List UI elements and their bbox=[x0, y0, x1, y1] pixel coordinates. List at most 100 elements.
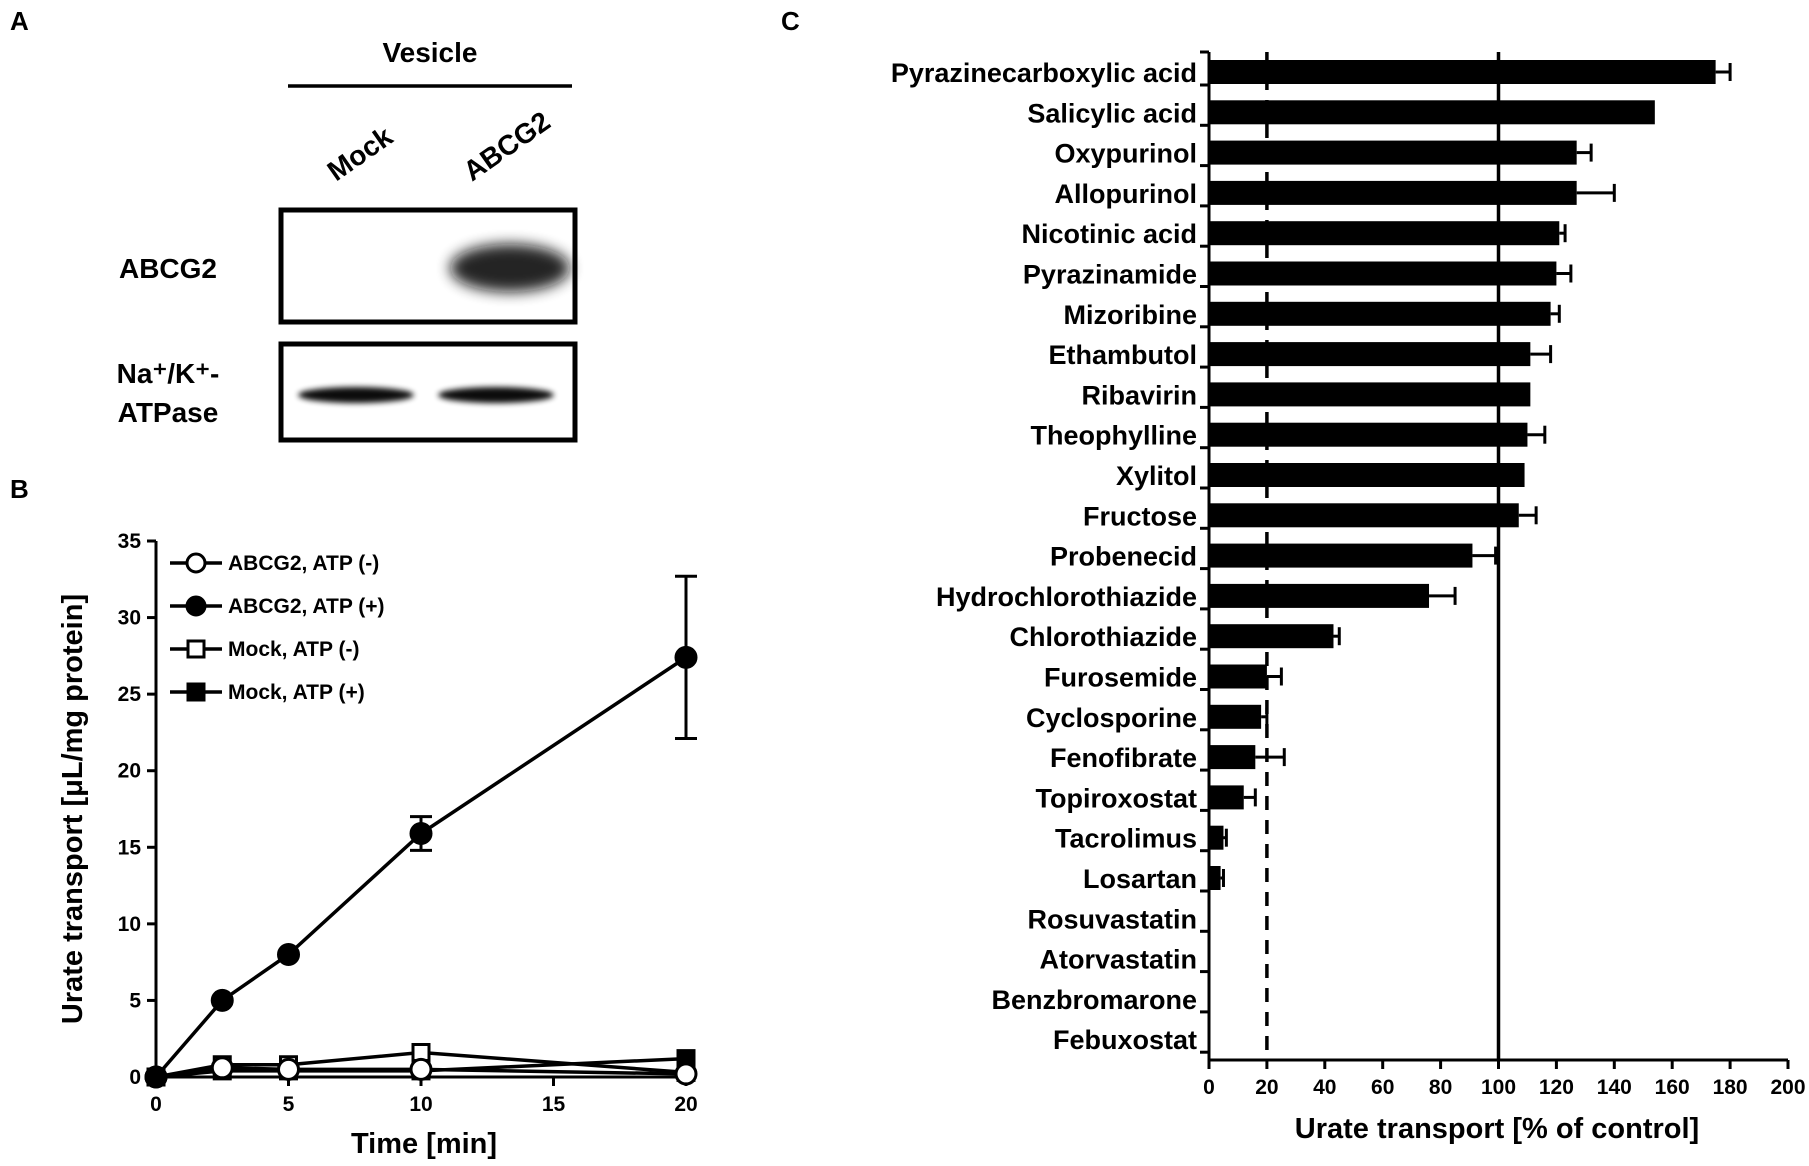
c-bar bbox=[1209, 624, 1334, 649]
c-bar bbox=[1209, 261, 1557, 286]
c-category-label: Ethambutol bbox=[1049, 340, 1198, 370]
c-bar bbox=[1209, 704, 1262, 729]
b-data-point bbox=[277, 1057, 300, 1081]
b-data-point bbox=[210, 988, 234, 1012]
c-x-tick-label: 200 bbox=[1770, 1076, 1805, 1099]
c-bar bbox=[1209, 180, 1577, 205]
c-category-label: Benzbromarone bbox=[991, 985, 1197, 1015]
c-x-tick-label: 180 bbox=[1713, 1076, 1748, 1099]
b-data-point bbox=[144, 1065, 168, 1089]
panel-a-letter: A bbox=[10, 6, 29, 36]
b-data-point bbox=[674, 1062, 698, 1086]
c-bar bbox=[1209, 745, 1256, 770]
c-category-label: Fenofibrate bbox=[1050, 743, 1197, 773]
b-data-point bbox=[409, 1057, 433, 1081]
b-x-tick-label: 20 bbox=[674, 1093, 697, 1116]
c-category-label: Pyrazinamide bbox=[1023, 260, 1197, 290]
c-bar bbox=[1209, 140, 1577, 165]
b-y-tick-label: 15 bbox=[118, 836, 142, 859]
c-x-tick-label: 100 bbox=[1481, 1076, 1516, 1099]
b-series-1 bbox=[144, 574, 698, 1089]
c-bar bbox=[1209, 785, 1244, 810]
c-x-tick-label: 40 bbox=[1313, 1076, 1336, 1099]
c-bar bbox=[1209, 221, 1560, 246]
b-legend-marker bbox=[185, 595, 207, 617]
c-category-label: Oxypurinol bbox=[1054, 139, 1197, 169]
c-category-label: Salicylic acid bbox=[1027, 98, 1197, 128]
c-category-label: Fructose bbox=[1083, 501, 1197, 531]
c-category-label: Hydrochlorothiazide bbox=[936, 582, 1197, 612]
c-bar bbox=[1209, 463, 1525, 487]
blot-band bbox=[450, 244, 570, 292]
b-data-point bbox=[409, 822, 433, 846]
blot-row-label-atpase-line1: Na⁺/K⁺- bbox=[117, 358, 220, 389]
blot-row-label-abcg2: ABCG2 bbox=[119, 253, 217, 284]
bar-chart: Pyrazinecarboxylic acid Salicylic acid Oxy… bbox=[891, 50, 1806, 1099]
b-x-tick-label: 5 bbox=[283, 1093, 295, 1116]
c-bar bbox=[1209, 664, 1267, 689]
b-legend-marker bbox=[186, 682, 206, 702]
c-category-label: Febuxostat bbox=[1053, 1025, 1197, 1055]
b-legend-label: ABCG2, ATP (-) bbox=[228, 552, 379, 575]
b-y-axis-title: Urate transport [μL/mg protein] bbox=[57, 594, 89, 1024]
c-bar bbox=[1209, 342, 1531, 367]
c-category-label: Pyrazinecarboxylic acid bbox=[891, 58, 1197, 88]
b-y-tick-label: 0 bbox=[129, 1066, 141, 1089]
b-legend-label: ABCG2, ATP (+) bbox=[228, 595, 385, 618]
b-data-point bbox=[210, 1056, 234, 1080]
c-category-label: Nicotinic acid bbox=[1021, 219, 1197, 249]
svg-text:Mock: Mock bbox=[322, 120, 399, 187]
c-category-label: Losartan bbox=[1083, 864, 1197, 894]
c-category-label: Atorvastatin bbox=[1039, 945, 1197, 975]
b-y-tick-label: 25 bbox=[118, 683, 142, 706]
blot-bands-atpase bbox=[298, 387, 554, 403]
c-bar bbox=[1209, 100, 1655, 125]
c-bar bbox=[1209, 382, 1531, 407]
b-data-point bbox=[277, 942, 300, 966]
c-category-label: Theophylline bbox=[1030, 421, 1197, 451]
c-bar bbox=[1209, 866, 1221, 890]
c-category-label: Cyclosporine bbox=[1026, 703, 1197, 733]
b-legend: ABCG2, ATP (-) ABCG2, ATP (+) Mock, ATP (-… bbox=[170, 552, 385, 704]
panel-b-letter: B bbox=[10, 474, 29, 504]
b-legend-marker bbox=[186, 639, 206, 659]
blot-header: Vesicle bbox=[383, 37, 478, 68]
b-x-tick-label: 0 bbox=[150, 1093, 162, 1116]
c-x-tick-label: 80 bbox=[1429, 1076, 1452, 1099]
blot-row-label-atpase-line2: ATPase bbox=[118, 397, 219, 428]
c-x-tick-label: 20 bbox=[1255, 1076, 1278, 1099]
blot-bands-abcg2 bbox=[450, 244, 570, 292]
b-legend-label: Mock, ATP (+) bbox=[228, 681, 365, 704]
c-category-label: Probenecid bbox=[1050, 542, 1197, 572]
b-y-tick-label: 20 bbox=[118, 760, 141, 783]
b-x-axis-title: Time [min] bbox=[351, 1128, 497, 1160]
b-data-point bbox=[674, 645, 698, 669]
c-category-label: Chlorothiazide bbox=[1010, 622, 1198, 652]
b-y-tick-label: 10 bbox=[118, 913, 141, 936]
panel-a: A Vesicle Mock ABCG2 ABCG2 Na⁺/K⁺- ATPas… bbox=[10, 6, 578, 443]
svg-text:ABCG2: ABCG2 bbox=[458, 105, 556, 187]
c-category-label: Topiroxostat bbox=[1036, 783, 1198, 813]
c-bar bbox=[1209, 825, 1224, 850]
panel-c-letter: C bbox=[781, 6, 800, 36]
panel-c: C Pyrazinecarboxylic acid Salicylic acid O… bbox=[781, 6, 1806, 1145]
c-bar bbox=[1209, 583, 1430, 608]
b-y-tick-label: 5 bbox=[129, 989, 141, 1012]
lane-label-abcg2: ABCG2 bbox=[458, 105, 556, 187]
blot-band bbox=[438, 387, 554, 403]
c-x-tick-label: 140 bbox=[1597, 1076, 1632, 1099]
b-y-tick-label: 30 bbox=[118, 607, 141, 630]
c-x-tick-label: 60 bbox=[1371, 1076, 1394, 1099]
b-legend-label: Mock, ATP (-) bbox=[228, 638, 359, 661]
c-category-label: Tacrolimus bbox=[1055, 824, 1197, 854]
b-legend-marker bbox=[185, 552, 207, 574]
c-bar bbox=[1209, 422, 1528, 447]
c-x-tick-label: 120 bbox=[1539, 1076, 1574, 1099]
lane-label-mock: Mock bbox=[322, 120, 399, 187]
b-series-line bbox=[154, 655, 687, 1079]
c-category-label: Xylitol bbox=[1116, 461, 1197, 491]
c-x-tick-label: 0 bbox=[1203, 1076, 1215, 1099]
b-y-tick-label: 35 bbox=[118, 530, 142, 553]
